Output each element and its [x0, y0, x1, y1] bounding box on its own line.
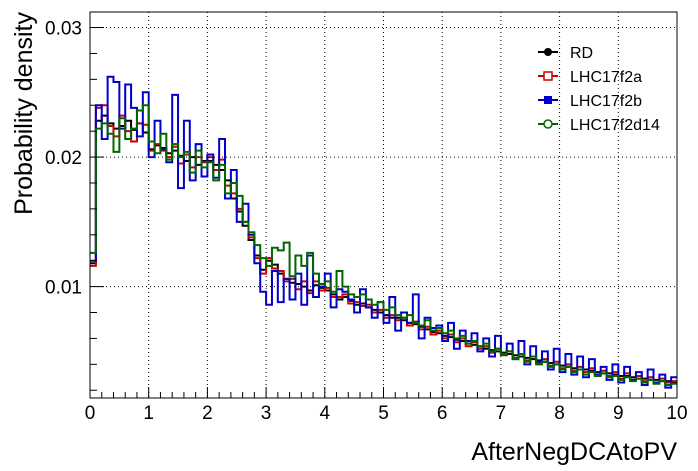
legend-marker-lhc17f2a [543, 71, 553, 81]
x-tick-label: 8 [554, 403, 565, 424]
x-tick-label: 0 [85, 403, 96, 424]
legend-marker-lhc17f2b [544, 96, 552, 104]
x-tick-label: 1 [143, 403, 154, 424]
x-tick-label: 5 [378, 403, 389, 424]
legend-marker-lhc17f2d14 [543, 119, 553, 129]
x-axis-title: AfterNegDCAtoPV [471, 438, 677, 466]
series-layer [90, 75, 677, 389]
x-tick-label: 7 [496, 403, 507, 424]
legend-label-rd: RD [570, 45, 593, 62]
y-tick-label: 0.03 [45, 19, 82, 40]
series-lhc17f2b-line [90, 75, 677, 389]
y-tick-label: 0.02 [45, 148, 82, 169]
x-tick-label: 2 [202, 403, 213, 424]
legend-label-lhc17f2b: LHC17f2b [570, 93, 642, 110]
x-tick-label: 9 [613, 403, 624, 424]
x-tick-label: 6 [437, 403, 448, 424]
y-tick-label: 0.01 [45, 278, 82, 299]
x-tick-label: 4 [320, 403, 331, 424]
legend: RD LHC17f2a LHC17f2b LHC17f2d14 [538, 45, 660, 134]
legend-label-lhc17f2d14: LHC17f2d14 [570, 117, 660, 134]
x-tick-label: 3 [261, 403, 272, 424]
axis-ticks [89, 27, 678, 398]
series-lhc17f2d14-line [90, 104, 677, 387]
y-axis-title: Probability density [10, 12, 38, 215]
x-tick-label: 10 [666, 403, 687, 424]
tick-labels: 0 1 2 3 4 5 6 7 8 9 10 0.01 0.02 0.03 [45, 19, 688, 424]
grid [90, 12, 677, 398]
legend-marker-rd [544, 48, 552, 56]
legend-label-lhc17f2a: LHC17f2a [570, 69, 642, 86]
